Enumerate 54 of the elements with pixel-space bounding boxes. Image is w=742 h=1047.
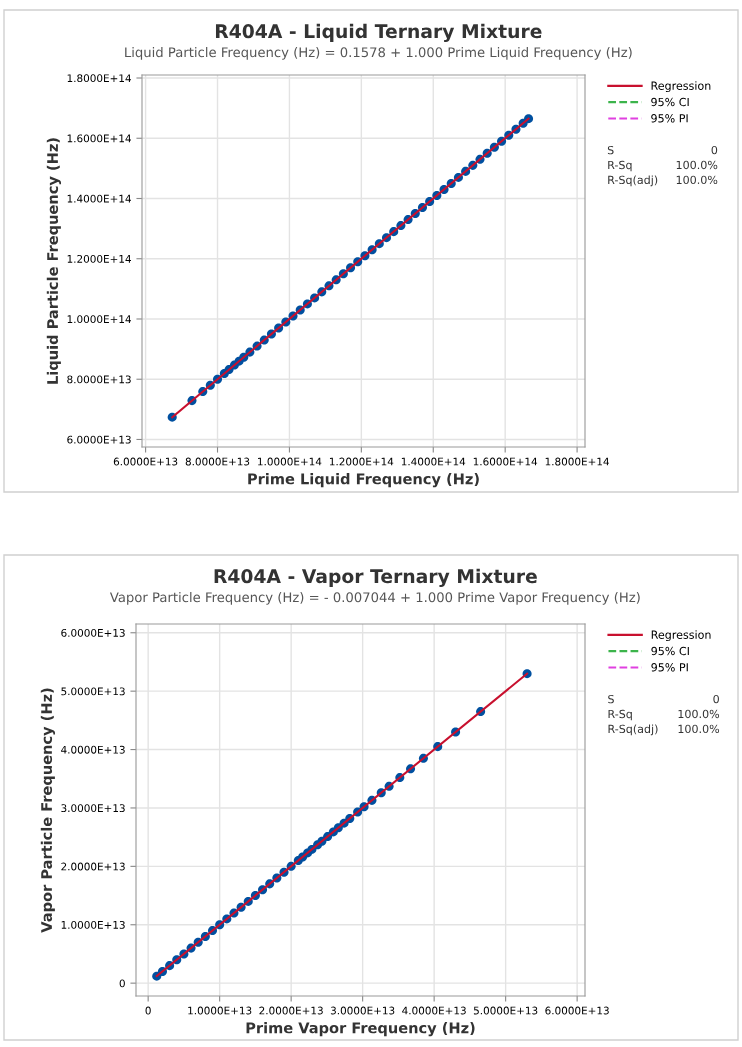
- y-tick-label: 3.0000E+13: [61, 804, 125, 813]
- x-tick-label: 1.4000E+14: [401, 457, 466, 466]
- legend-label: 95% CI: [651, 646, 689, 656]
- y-tick-label: 1.6000E+14: [67, 134, 131, 143]
- y-tick-label: 2.0000E+13: [61, 862, 125, 871]
- text: 0: [711, 145, 718, 155]
- y-tick-label: 4.0000E+13: [61, 745, 125, 754]
- y-tick-label: 1.4000E+14: [67, 194, 131, 203]
- x-tick-label: 1.6000E+14: [473, 457, 538, 466]
- x-tick-label: 1.0000E+14: [258, 457, 322, 466]
- legend-label: 95% PI: [651, 114, 688, 123]
- y-tick-label: 8.0000E+13: [67, 375, 131, 384]
- legend-label: Regression: [651, 81, 711, 93]
- y-axis-title: Liquid Particle Frequency (Hz): [46, 138, 62, 384]
- text: R-Sq(adj): [608, 175, 658, 187]
- legend-label: 95% PI: [651, 663, 688, 672]
- y-tick-label: 6.0000E+13: [67, 435, 131, 444]
- chart-title: R404A - Vapor Ternary Mixture: [214, 568, 537, 588]
- text: 100.0%: [676, 175, 718, 185]
- x-tick-label: 3.0000E+13: [330, 1006, 395, 1015]
- text: S: [608, 694, 614, 704]
- y-tick-label: 5.0000E+13: [61, 687, 125, 696]
- x-tick-label: 6.0000E+13: [545, 1006, 609, 1015]
- x-tick-label: 1.2000E+14: [329, 457, 394, 466]
- y-tick-label: 1.0000E+13: [61, 920, 125, 929]
- x-tick-label: 2.0000E+13: [259, 1006, 323, 1015]
- text: 100.0%: [678, 709, 720, 719]
- y-tick-label: 1.0000E+14: [67, 315, 131, 324]
- chart-subtitle: Liquid Particle Frequency (Hz) = 0.1578 + 1.000 Prime Liquid Frequency (Hz): [125, 46, 632, 60]
- y-tick-label: 1.2000E+14: [67, 254, 131, 263]
- x-axis-title: Prime Vapor Frequency (Hz): [246, 1022, 475, 1037]
- chart-title: R404A - Liquid Ternary Mixture: [215, 23, 542, 43]
- legend-label: 95% CI: [651, 97, 689, 107]
- y-tick-label: 0: [119, 979, 125, 988]
- x-tick-label: 4.0000E+13: [402, 1006, 466, 1015]
- x-axis-title: Prime Liquid Frequency (Hz): [248, 473, 479, 488]
- chart-subtitle: Vapor Particle Frequency (Hz) = - 0.007044 + 1.000 Prime Vapor Frequency (Hz): [109, 591, 640, 605]
- x-tick-label: 1.0000E+13: [188, 1006, 252, 1015]
- y-tick-label: 1.8000E+14: [67, 74, 131, 83]
- x-tick-label: 8.0000E+13: [185, 457, 250, 466]
- text: 100.0%: [676, 160, 718, 170]
- text: 0: [713, 694, 719, 704]
- legend-label: Regression: [651, 630, 711, 642]
- x-tick-label: 5.0000E+13: [473, 1006, 538, 1015]
- x-tick-label: 0: [145, 1006, 151, 1015]
- text: R-Sq: [608, 709, 632, 721]
- y-axis-title: Vapor Particle Frequency (Hz): [40, 688, 56, 933]
- text: 100.0%: [678, 724, 720, 734]
- x-tick-label: 6.0000E+13: [113, 457, 178, 466]
- text: R-Sq(adj): [608, 724, 658, 736]
- text: S: [607, 145, 614, 155]
- x-tick-label: 1.8000E+14: [545, 457, 610, 466]
- y-tick-label: 6.0000E+13: [61, 628, 125, 637]
- text: R-Sq: [608, 160, 632, 172]
